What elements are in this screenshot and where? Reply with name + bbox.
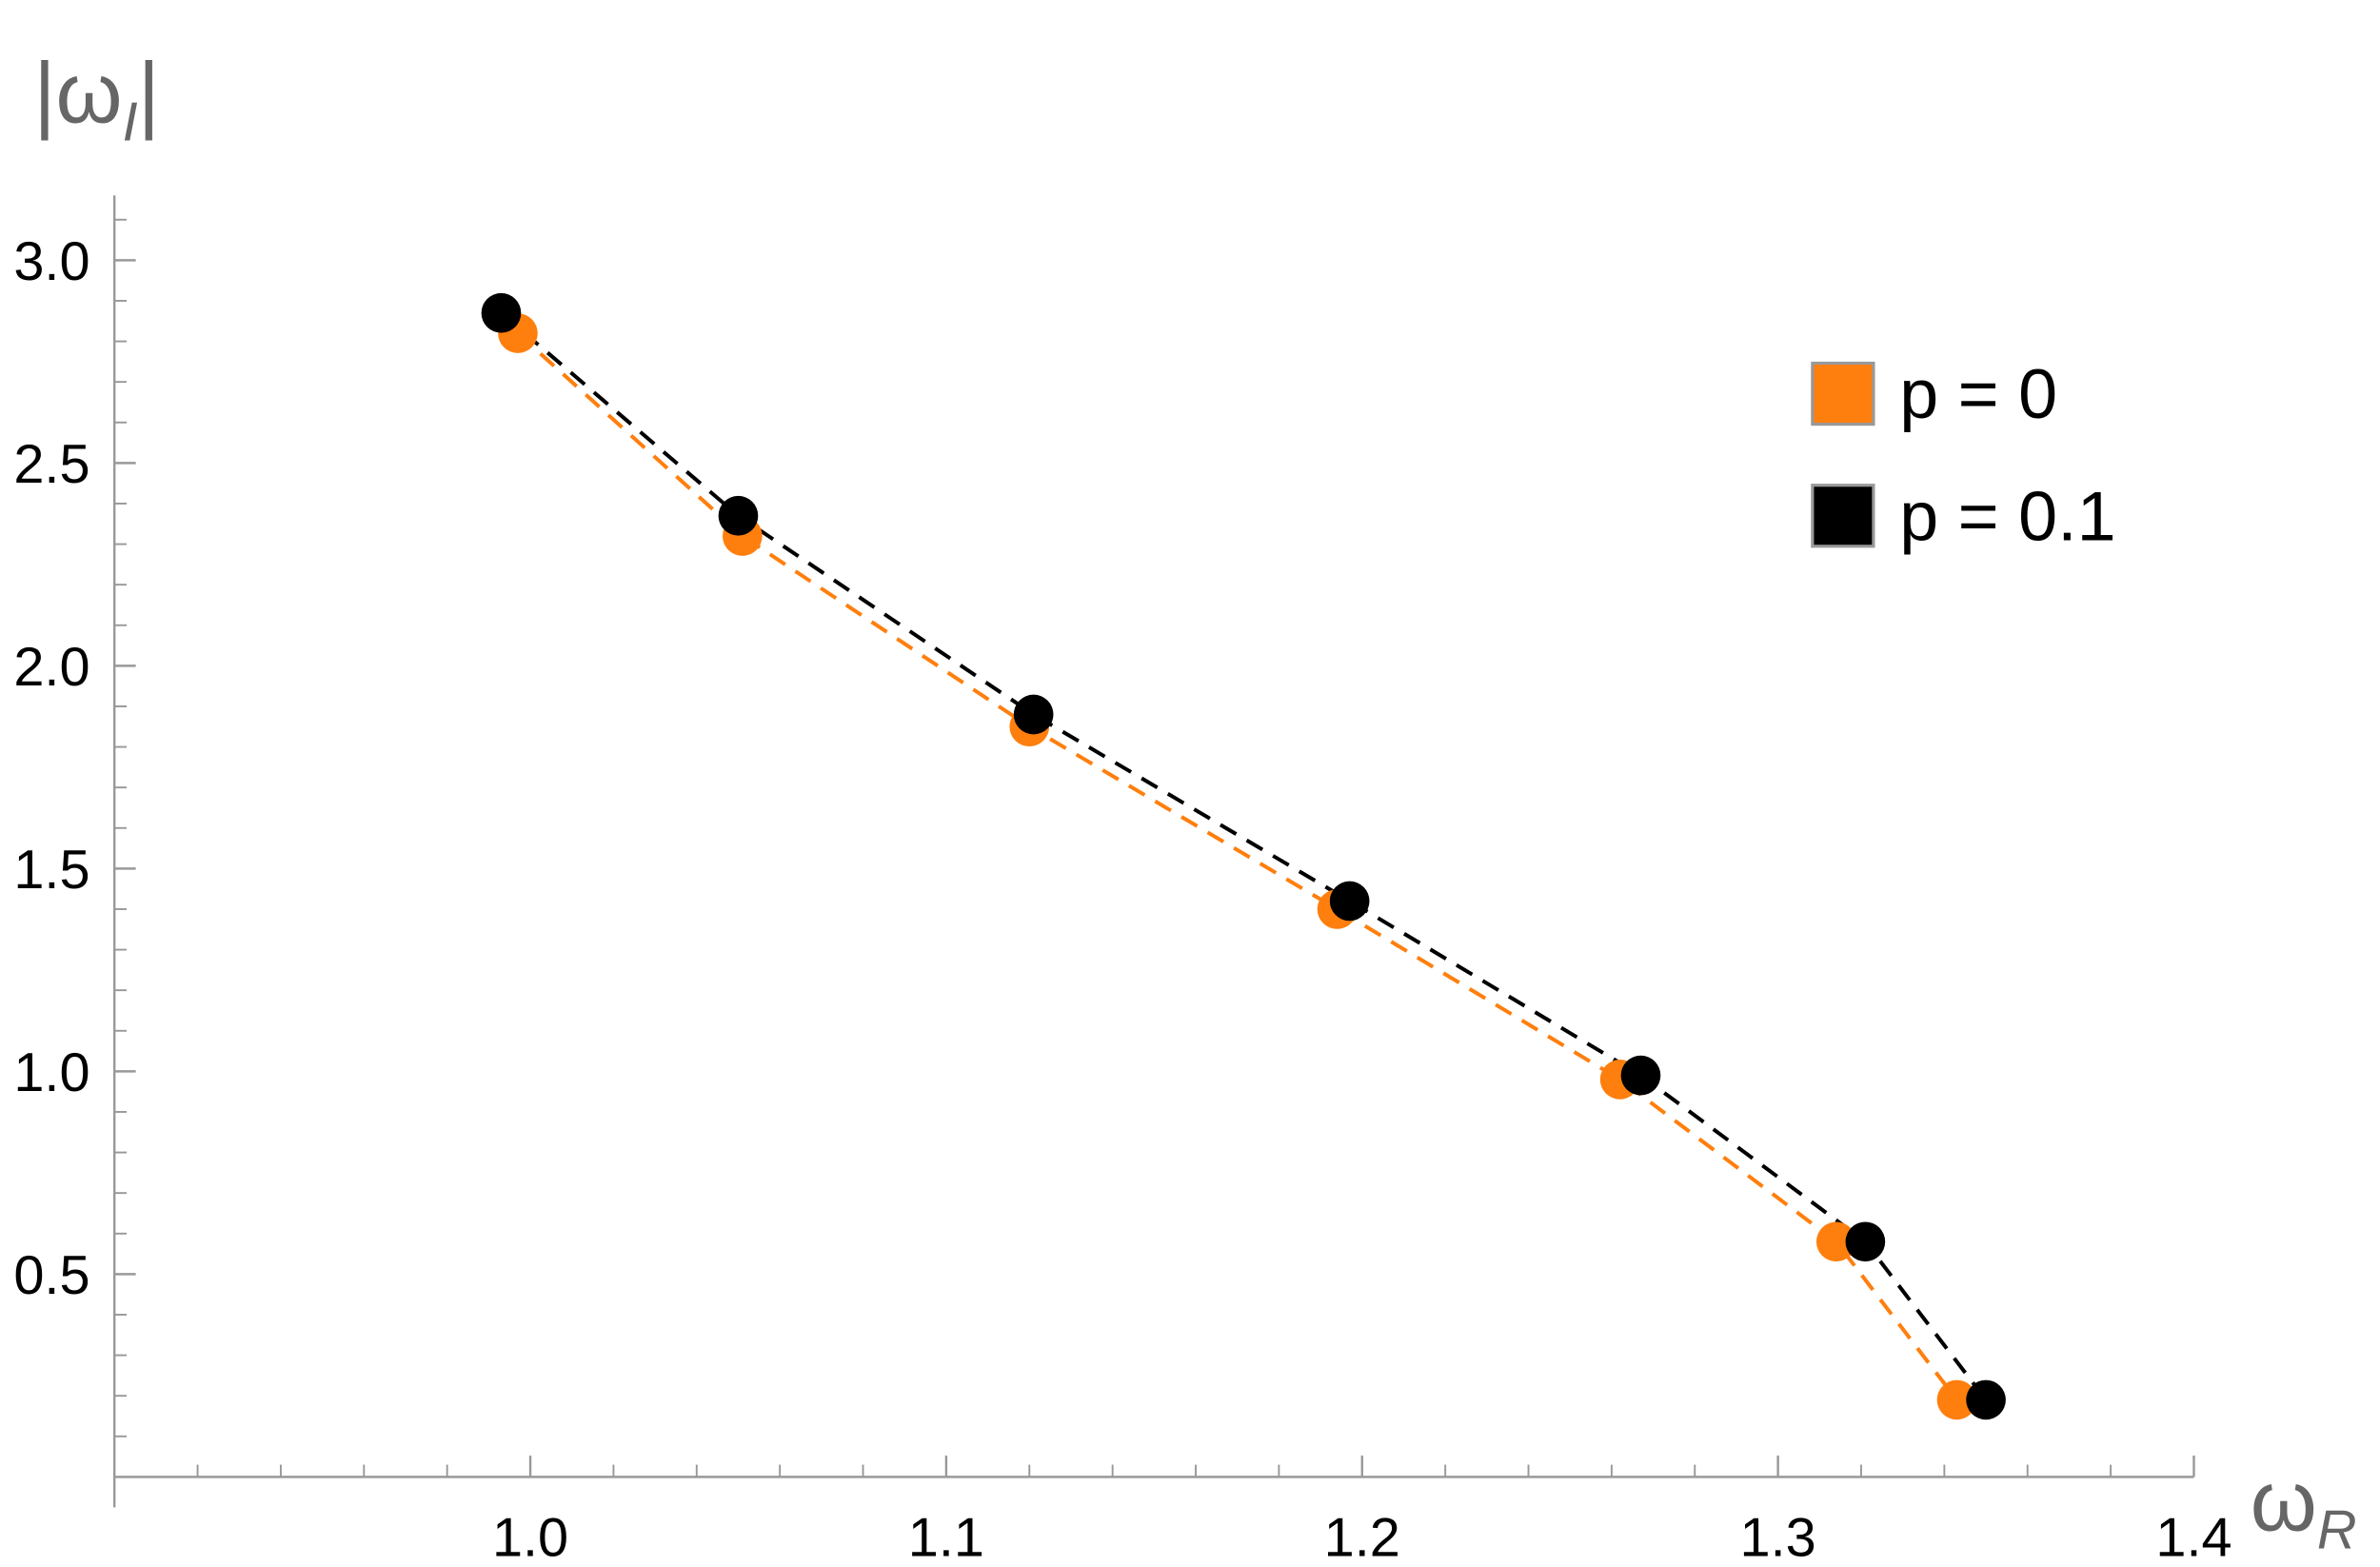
y-tick-label: 1.5 (13, 840, 89, 901)
x-tick-label: 1.4 (2155, 1508, 2231, 1567)
x-tick-label: 1.2 (1324, 1508, 1400, 1567)
y-label-sub: I (123, 92, 138, 153)
legend-label: p = 0 (1899, 354, 2057, 433)
x-label-sub: R (2317, 1500, 2357, 1561)
x-label-part: ω (2251, 1454, 2317, 1549)
point (1845, 1221, 1886, 1262)
legend-swatch (1811, 361, 1875, 426)
series-line (516, 331, 1959, 1401)
series-line (500, 311, 1988, 1401)
y-label-part: |ω (33, 46, 122, 141)
y-tick-label: 3.0 (13, 231, 89, 292)
x-tick-label: 1.3 (1740, 1508, 1816, 1567)
x-tick-label: 1.0 (492, 1508, 568, 1567)
point (481, 292, 522, 333)
y-tick-label: 2.5 (13, 434, 89, 495)
legend-label: p = 0.1 (1899, 476, 2115, 555)
point (1620, 1055, 1661, 1096)
point (1936, 1379, 1977, 1420)
point (718, 495, 759, 536)
y-label-part: | (138, 46, 160, 141)
x-axis-label: ωR (2251, 1454, 2357, 1560)
point (1966, 1379, 2006, 1420)
y-tick-label: 1.0 (13, 1042, 89, 1103)
y-tick-label: 2.0 (13, 637, 89, 698)
x-tick-label: 1.1 (908, 1508, 984, 1567)
y-axis-label: |ωI| (33, 46, 160, 152)
y-tick-label: 0.5 (13, 1245, 89, 1306)
point (1013, 694, 1054, 735)
point (1815, 1221, 1856, 1262)
legend-swatch (1811, 484, 1875, 548)
point (1329, 881, 1370, 922)
